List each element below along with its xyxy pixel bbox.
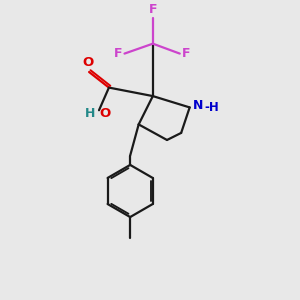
Text: -H: -H bbox=[204, 101, 219, 114]
Text: H: H bbox=[85, 107, 96, 120]
Text: N: N bbox=[193, 100, 203, 112]
Text: F: F bbox=[148, 3, 157, 16]
Text: O: O bbox=[82, 56, 93, 69]
Text: F: F bbox=[114, 46, 122, 59]
Text: O: O bbox=[99, 107, 110, 120]
Text: F: F bbox=[182, 46, 190, 59]
